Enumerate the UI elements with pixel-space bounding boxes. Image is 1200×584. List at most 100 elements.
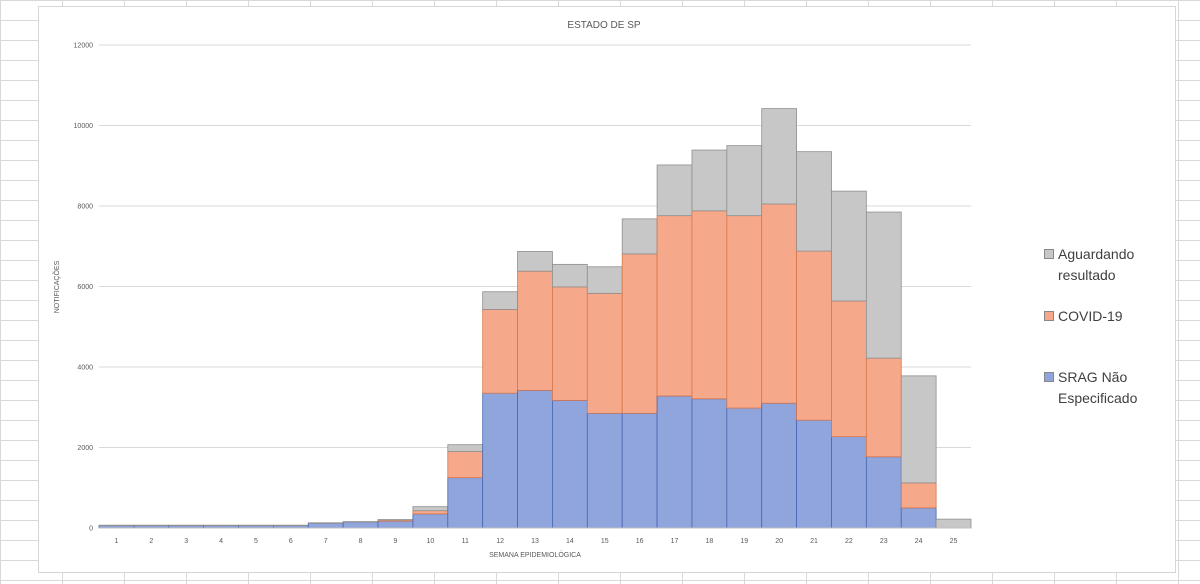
bar-segment [203,524,239,527]
bar-segment [656,164,693,217]
bar-segment [796,250,832,421]
bar-segment [865,357,902,458]
y-tick-label: 6000 [77,284,93,291]
x-tick-label: 22 [845,538,853,545]
y-tick-label: 10000 [74,123,94,130]
bar-segment [621,412,658,529]
bar-segment [796,419,832,529]
bar-segment [726,215,763,409]
bar-segment [865,211,902,359]
x-tick-label: 21 [810,538,818,545]
x-tick-label: 8 [359,538,363,545]
x-tick-labels: 1 2 3 4 5 6 7 8 9 10 11 12 13 14 15 16 17 18 19 20 21 22 23 24 2… [114,538,957,545]
legend-label-covid: COVID-19 [1058,308,1123,324]
x-axis-label: SEMANA EPIDEMIOLÓGICA [489,550,581,559]
y-tick-label: 12000 [74,43,94,50]
bar-segment [691,210,728,400]
bar-segment [517,389,553,529]
y-tick-label: 8000 [77,204,93,211]
legend-item-covid: COVID-19 [1044,306,1123,327]
bar-segment [342,521,379,523]
bar-segment [377,520,414,529]
bar-segment [831,436,867,529]
x-tick-label: 9 [394,538,398,545]
bar-segment [935,518,972,529]
bar-segment [307,522,344,524]
x-tick-label: 12 [496,538,504,545]
bar-segment [412,506,449,512]
x-tick-label: 6 [289,538,293,545]
y-axis-label: NOTIFICAÇÕES [52,260,61,313]
x-tick-label: 2 [149,538,153,545]
bar-segment [900,482,937,509]
legend-item-srag: SRAG Não Especificado [1044,367,1137,409]
chart-title: ESTADO DE SP [567,20,640,31]
x-tick-label: 16 [636,538,644,545]
bar-segment [482,309,518,394]
bar-segment [586,266,623,294]
bar-segment [796,151,832,252]
bar-segment [552,263,588,288]
bar-segment [412,510,449,515]
x-tick-label: 20 [775,538,783,545]
bar-segment [447,477,484,529]
bar-segment [412,513,449,529]
bar-segment [865,456,902,529]
bar-segment [168,524,205,527]
x-tick-label: 13 [531,538,539,545]
x-tick-label: 19 [740,538,748,545]
bar-segment [552,286,588,401]
bar-segment [831,300,867,438]
bar-segment [586,412,623,529]
x-tick-label: 15 [601,538,609,545]
y-tick-label: 2000 [77,445,93,452]
bars [98,108,972,529]
bar-segment [586,292,623,414]
bar-segment [691,398,728,529]
bar-segment [900,375,937,484]
legend-swatch-covid [1044,311,1054,321]
bar-segment [238,524,274,527]
y-tick-label: 0 [89,526,93,533]
x-tick-label: 11 [462,538,469,545]
bar-segment [900,507,937,529]
y-tick-labels: 0 2000 4000 6000 8000 10000 12000 [74,43,94,533]
bar-segment [621,218,658,255]
y-tick-label: 4000 [77,365,93,372]
bar-segment [517,251,553,272]
bar-segment [761,203,797,404]
bar-segment [307,522,344,529]
bar-segment [482,291,518,310]
bar-segment [656,395,693,529]
legend-swatch-srag [1044,372,1054,382]
x-tick-label: 3 [184,538,188,545]
x-tick-label: 23 [880,538,888,545]
bar-segment [552,400,588,529]
bar-segment [133,524,170,527]
bar-segment [342,521,379,529]
bar-segment [272,524,309,527]
bar-segment [656,215,693,397]
bar-segment [482,392,518,529]
bar-segment [831,190,867,302]
x-tick-label: 4 [219,538,223,545]
bar-segment [726,145,763,217]
legend-swatch-aguardando [1044,249,1054,259]
legend-label-srag: SRAG Não Especificado [1058,369,1138,406]
bar-segment [447,451,484,479]
x-tick-label: 25 [950,538,958,545]
bar-segment [377,519,414,521]
legend-label-aguardando: Aguardando resultado [1058,246,1135,283]
x-tick-label: 18 [706,538,714,545]
x-tick-label: 10 [426,538,434,545]
bar-segment [98,524,135,527]
x-tick-label: 17 [671,538,679,545]
bar-segment [691,149,728,212]
bar-segment [517,270,553,391]
bar-segment [761,402,797,529]
x-tick-label: 1 [114,538,118,545]
bar-segment [447,444,484,452]
x-tick-label: 14 [566,538,574,545]
x-tick-label: 5 [254,538,258,545]
